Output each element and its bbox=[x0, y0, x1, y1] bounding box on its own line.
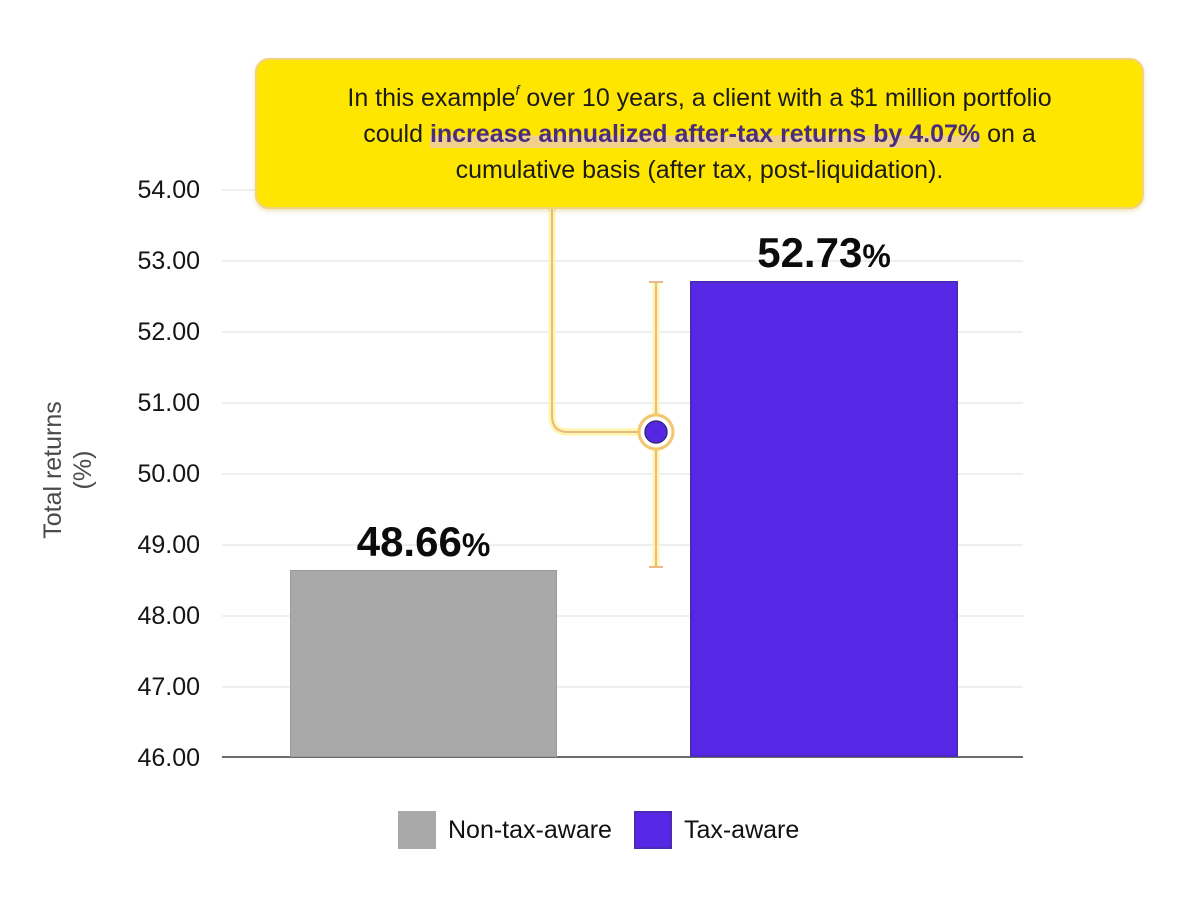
gridline-50 bbox=[222, 473, 1023, 475]
legend-item-tax-aware: Tax-aware bbox=[633, 811, 800, 849]
annotation-callout: In this examplef over 10 years, a client… bbox=[255, 58, 1144, 209]
callout-line-3: cumulative basis (after tax, post-liquid… bbox=[455, 156, 944, 184]
bar-value-tax-aware: 52.73% bbox=[690, 229, 958, 280]
legend-swatch-purple bbox=[633, 811, 672, 849]
ytick-label: 52.00 bbox=[137, 318, 200, 346]
legend-item-non-tax-aware: Non-tax-aware bbox=[398, 811, 612, 849]
gridline-49 bbox=[222, 544, 1023, 546]
gridline-53 bbox=[222, 260, 1023, 262]
ytick-label: 51.00 bbox=[137, 389, 200, 417]
ytick-label: 49.00 bbox=[137, 531, 200, 559]
legend-label: Non-tax-aware bbox=[448, 815, 612, 844]
callout-text: could bbox=[363, 120, 430, 148]
gridline-47 bbox=[222, 686, 1023, 688]
footnote-marker: f bbox=[515, 82, 520, 98]
gridline-51 bbox=[222, 402, 1023, 404]
ytick-label: 53.00 bbox=[137, 247, 200, 275]
gridline-52 bbox=[222, 331, 1023, 333]
callout-highlight: increase annualized after-tax returns by… bbox=[429, 120, 981, 148]
legend-label: Tax-aware bbox=[683, 815, 800, 844]
value-percent-sign: % bbox=[461, 527, 491, 563]
callout-line-2: could increase annualized after-tax retu… bbox=[257, 116, 1142, 152]
callout-text: on a bbox=[980, 120, 1036, 148]
value-number: 52.73 bbox=[757, 229, 863, 276]
value-percent-sign: % bbox=[862, 238, 891, 274]
gridline-48 bbox=[222, 615, 1023, 617]
callout-text: over 10 years, a client with a $1 millio… bbox=[519, 84, 1052, 112]
marker-dot-icon bbox=[644, 420, 668, 444]
legend: Non-tax-aware Tax-aware bbox=[398, 810, 821, 850]
bar-non-tax-aware bbox=[290, 570, 557, 757]
ytick-label: 50.00 bbox=[137, 460, 200, 488]
callout-line-1: In this examplef over 10 years, a client… bbox=[257, 80, 1142, 116]
bar-value-non-tax-aware: 48.66% bbox=[290, 518, 557, 569]
ytick-label: 54.00 bbox=[137, 176, 200, 204]
ytick-label: 46.00 bbox=[137, 744, 200, 772]
bar-tax-aware bbox=[690, 281, 958, 757]
legend-swatch-gray bbox=[398, 811, 436, 849]
callout-text: In this example bbox=[347, 84, 516, 112]
ytick-label: 48.00 bbox=[137, 602, 200, 630]
x-axis-baseline bbox=[222, 756, 1023, 758]
value-number: 48.66 bbox=[356, 518, 462, 565]
ytick-label: 47.00 bbox=[137, 673, 200, 701]
